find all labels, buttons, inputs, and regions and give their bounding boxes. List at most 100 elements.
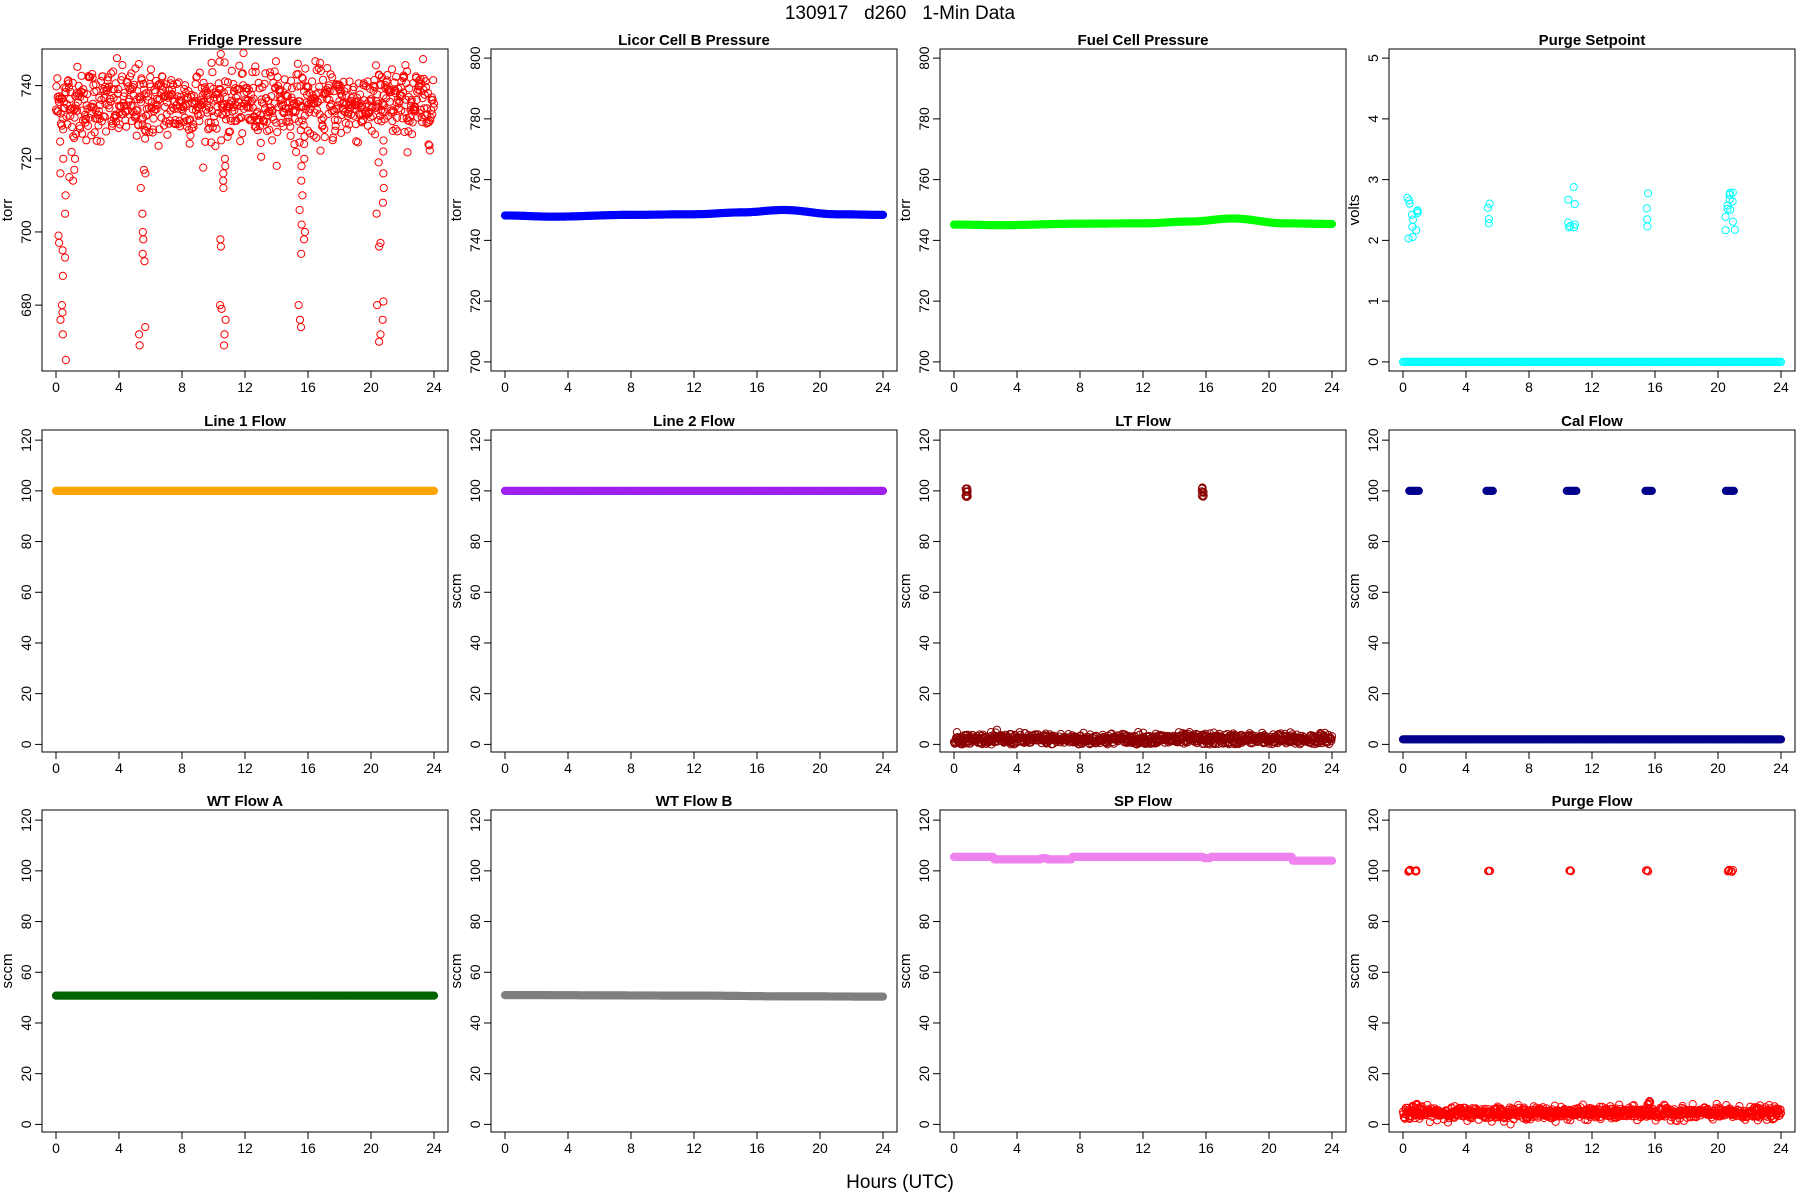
- x-tick-label: 12: [1135, 760, 1151, 776]
- data-point: [90, 128, 99, 137]
- data-point: [352, 137, 361, 146]
- data-point: [397, 106, 406, 115]
- data-point: [393, 127, 402, 136]
- data-point: [144, 92, 153, 101]
- data-point: [372, 209, 381, 218]
- data-point: [136, 183, 145, 193]
- data-point: [72, 130, 81, 139]
- x-tick-label: 20: [1261, 760, 1277, 776]
- series-points: [949, 214, 1337, 230]
- data-point: [1643, 215, 1652, 224]
- y-tick-label: 780: [916, 107, 932, 131]
- panel-title: Cal Flow: [1561, 413, 1623, 430]
- x-tick-label: 20: [1710, 379, 1726, 395]
- data-point: [340, 87, 349, 96]
- data-point: [374, 158, 383, 167]
- data-point: [59, 154, 68, 163]
- data-point: [70, 165, 79, 174]
- series-points: [500, 205, 888, 221]
- data-point: [1647, 486, 1656, 495]
- data-point: [200, 83, 209, 92]
- data-point: [316, 58, 325, 67]
- x-tick-label: 12: [237, 1140, 253, 1156]
- data-point: [112, 54, 122, 63]
- data-point: [276, 85, 285, 94]
- x-tick-label: 4: [115, 760, 123, 776]
- x-tick-label: 20: [363, 379, 379, 395]
- y-tick-label: 100: [916, 479, 932, 503]
- data-point: [280, 75, 289, 84]
- data-point: [227, 66, 236, 76]
- data-point: [302, 90, 312, 99]
- data-point: [1644, 189, 1653, 198]
- data-point: [251, 67, 260, 77]
- data-point: [59, 125, 68, 134]
- data-point: [141, 323, 150, 332]
- data-point: [188, 105, 197, 114]
- data-point: [320, 133, 329, 142]
- data-point: [419, 55, 428, 64]
- data-point: [70, 113, 79, 122]
- data-point: [235, 61, 244, 70]
- data-point: [260, 117, 269, 126]
- data-point: [253, 126, 262, 135]
- data-point: [273, 73, 282, 82]
- data-point: [135, 80, 144, 89]
- y-tick-label: 40: [916, 635, 932, 651]
- x-tick-label: 0: [501, 379, 509, 395]
- data-point: [117, 76, 126, 85]
- data-point: [203, 108, 212, 117]
- data-point: [135, 341, 144, 350]
- data-point: [139, 79, 148, 88]
- y-tick-label: 120: [18, 808, 34, 832]
- data-point: [289, 99, 299, 108]
- data-point: [249, 83, 258, 93]
- data-point: [135, 330, 144, 339]
- data-point: [211, 142, 220, 151]
- plot-frame: [939, 48, 1347, 372]
- data-point: [72, 106, 82, 115]
- data-point: [429, 991, 439, 1000]
- x-tick-label: 20: [1261, 1140, 1277, 1156]
- data-point: [193, 103, 202, 112]
- data-point: [122, 122, 131, 131]
- y-tick-label: 720: [18, 147, 34, 171]
- x-tick-label: 4: [564, 379, 572, 395]
- data-point: [118, 61, 127, 70]
- x-tick-label: 0: [52, 1140, 60, 1156]
- y-tick-label: 720: [467, 289, 483, 313]
- data-point: [216, 235, 225, 244]
- data-point: [345, 77, 354, 86]
- y-tick-label: 60: [467, 964, 483, 980]
- x-tick-label: 16: [1647, 379, 1663, 395]
- data-point: [255, 115, 264, 125]
- data-point: [216, 242, 225, 251]
- data-point: [96, 137, 105, 146]
- y-tick-label: 40: [18, 1015, 34, 1031]
- data-point: [226, 116, 235, 126]
- data-point: [354, 101, 363, 110]
- data-point: [398, 88, 407, 97]
- data-point: [83, 90, 92, 99]
- data-point: [331, 121, 340, 130]
- data-point: [214, 89, 223, 98]
- y-tick-label: 100: [1365, 479, 1381, 503]
- data-point: [273, 81, 283, 90]
- x-tick-label: 0: [501, 760, 509, 776]
- y-tick-label: 800: [467, 46, 483, 70]
- panel-title: SP Flow: [1114, 793, 1172, 810]
- data-point: [262, 117, 271, 127]
- panel-title: LT Flow: [1115, 413, 1171, 430]
- data-point: [153, 81, 162, 90]
- data-point: [395, 97, 404, 106]
- x-tick-label: 12: [237, 760, 253, 776]
- data-point: [427, 106, 436, 115]
- data-point: [310, 108, 319, 117]
- data-point: [238, 69, 247, 78]
- x-tick-label: 24: [1773, 379, 1789, 395]
- data-point: [180, 85, 189, 94]
- data-point: [272, 161, 281, 170]
- data-point: [138, 209, 147, 218]
- data-point: [271, 57, 280, 66]
